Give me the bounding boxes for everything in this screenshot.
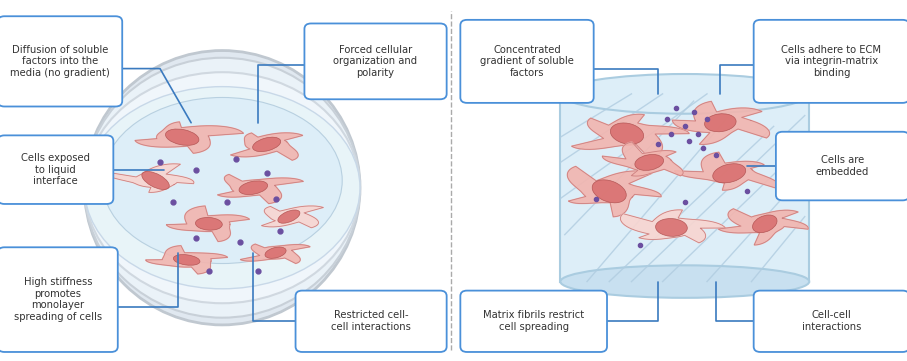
Polygon shape xyxy=(620,210,726,243)
Ellipse shape xyxy=(592,180,627,203)
Text: Restricted cell-
cell interactions: Restricted cell- cell interactions xyxy=(331,310,411,332)
Text: Forced cellular
organization and
polarity: Forced cellular organization and polarit… xyxy=(334,45,417,78)
FancyBboxPatch shape xyxy=(296,291,446,352)
Polygon shape xyxy=(675,152,780,190)
FancyBboxPatch shape xyxy=(775,132,907,200)
Ellipse shape xyxy=(278,210,300,223)
Text: Concentrated
gradient of soluble
factors: Concentrated gradient of soluble factors xyxy=(480,45,574,78)
FancyBboxPatch shape xyxy=(461,291,607,352)
FancyBboxPatch shape xyxy=(461,20,594,103)
FancyBboxPatch shape xyxy=(754,291,907,352)
FancyBboxPatch shape xyxy=(0,16,122,106)
Text: Cells are
embedded: Cells are embedded xyxy=(816,155,869,177)
Polygon shape xyxy=(602,142,683,176)
Ellipse shape xyxy=(705,114,736,132)
FancyBboxPatch shape xyxy=(0,135,113,204)
FancyBboxPatch shape xyxy=(0,247,118,352)
FancyBboxPatch shape xyxy=(561,94,809,282)
Ellipse shape xyxy=(265,247,286,258)
Ellipse shape xyxy=(196,217,222,230)
Ellipse shape xyxy=(165,129,199,145)
Polygon shape xyxy=(166,206,249,242)
Text: Cells adhere to ECM
via integrin-matrix
binding: Cells adhere to ECM via integrin-matrix … xyxy=(782,45,882,78)
Ellipse shape xyxy=(561,265,809,298)
Ellipse shape xyxy=(713,164,746,183)
Ellipse shape xyxy=(253,137,280,152)
Ellipse shape xyxy=(84,72,360,303)
Ellipse shape xyxy=(173,255,200,265)
Text: Diffusion of soluble
factors into the
media (no gradient): Diffusion of soluble factors into the me… xyxy=(10,45,110,78)
Polygon shape xyxy=(218,174,303,204)
Polygon shape xyxy=(135,122,243,153)
Ellipse shape xyxy=(635,155,664,170)
Polygon shape xyxy=(568,166,661,217)
Polygon shape xyxy=(105,164,194,192)
Text: Cells exposed
to liquid
interface: Cells exposed to liquid interface xyxy=(21,153,90,186)
Polygon shape xyxy=(672,101,769,144)
Polygon shape xyxy=(230,133,303,160)
Ellipse shape xyxy=(239,181,268,195)
Polygon shape xyxy=(261,206,324,228)
Ellipse shape xyxy=(753,215,777,232)
Ellipse shape xyxy=(84,58,360,318)
FancyBboxPatch shape xyxy=(754,20,907,103)
Text: High stiffness
promotes
monolayer
spreading of cells: High stiffness promotes monolayer spread… xyxy=(14,277,102,322)
Text: Matrix fibrils restrict
cell spreading: Matrix fibrils restrict cell spreading xyxy=(483,310,584,332)
Ellipse shape xyxy=(84,51,360,325)
Ellipse shape xyxy=(610,123,644,144)
Polygon shape xyxy=(146,245,228,274)
FancyBboxPatch shape xyxy=(305,23,446,99)
Ellipse shape xyxy=(656,218,688,236)
Text: Cell-cell
interactions: Cell-cell interactions xyxy=(802,310,861,332)
Polygon shape xyxy=(571,114,689,158)
Ellipse shape xyxy=(561,74,809,114)
Ellipse shape xyxy=(84,87,360,289)
Polygon shape xyxy=(240,244,310,264)
Polygon shape xyxy=(718,209,808,245)
Ellipse shape xyxy=(102,97,342,264)
Ellipse shape xyxy=(141,171,170,190)
